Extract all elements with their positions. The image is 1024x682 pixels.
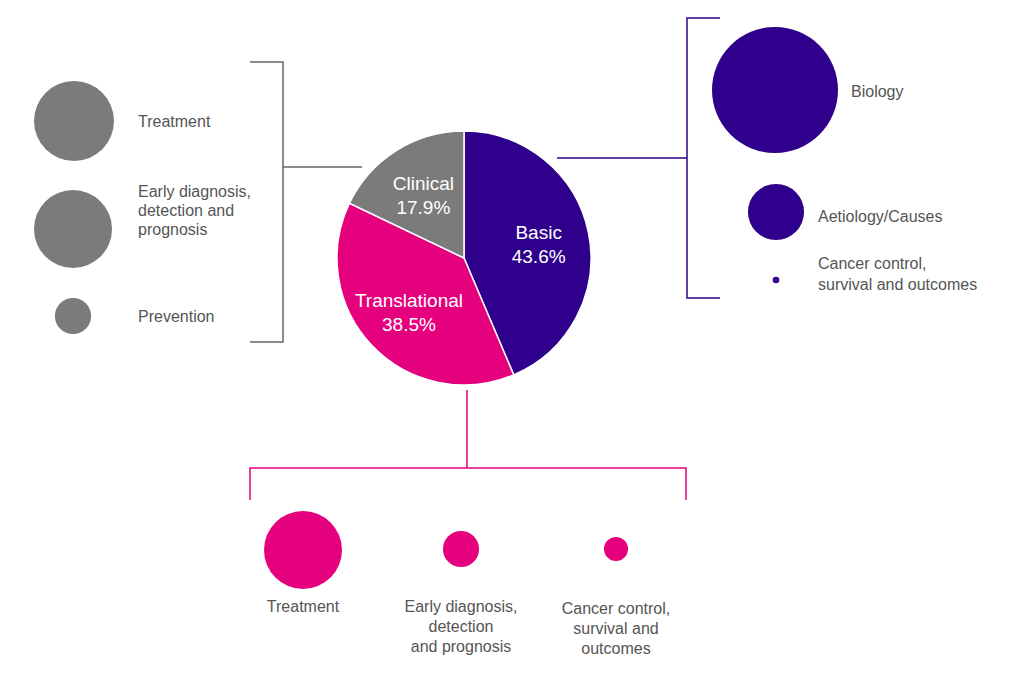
subcategory-label: prognosis xyxy=(138,221,207,238)
subcategory-label: Prevention xyxy=(138,308,215,325)
breakdown-group: Treatment Early diagnosis, detection and pr… xyxy=(250,390,686,657)
pie-slice xyxy=(349,131,464,258)
slice-value: 17.9% xyxy=(396,197,450,218)
slice-label: Basic xyxy=(515,222,561,243)
bracket xyxy=(250,390,686,500)
slice-label: Clinical xyxy=(393,173,454,194)
subcategory-label: Early diagnosis, xyxy=(405,598,518,615)
subcategory-label: survival and xyxy=(573,620,658,637)
subcategory-label: Aetiology/Causes xyxy=(818,208,943,225)
size-circle xyxy=(34,190,112,268)
subcategory-label: Biology xyxy=(851,83,903,100)
size-circle xyxy=(712,27,838,153)
subcategory-label: Cancer control, xyxy=(562,600,671,617)
subcategory-label: detection and xyxy=(138,202,234,219)
slice-value: 43.6% xyxy=(512,246,566,267)
subcategory-label: outcomes xyxy=(581,640,650,657)
subcategory-label: detection xyxy=(429,618,494,635)
breakdown-group: Biology Aetiology/Causes Cancer control, su… xyxy=(557,18,977,298)
pie: Basic 43.6% Translational 38.5% Clinical 17.9… xyxy=(337,131,591,385)
size-circle xyxy=(264,511,342,589)
subcategory-label: Treatment xyxy=(138,113,211,130)
subcategory-label: Early diagnosis, xyxy=(138,183,251,200)
size-circle xyxy=(604,537,628,561)
subcategory-label: Treatment xyxy=(267,598,340,615)
size-circle xyxy=(773,277,780,284)
slice-label: Translational xyxy=(355,290,463,311)
subcategory-label: and prognosis xyxy=(411,638,512,655)
subcategory-label: Cancer control, xyxy=(818,255,927,272)
chart: Basic 43.6% Translational 38.5% Clinical 17.9… xyxy=(0,0,1024,682)
slice-value: 38.5% xyxy=(382,314,436,335)
size-circle xyxy=(443,531,479,567)
size-circle xyxy=(748,184,804,240)
size-circle xyxy=(34,81,114,161)
breakdown-group: Treatment Early diagnosis, detection and pr… xyxy=(34,62,362,342)
size-circle xyxy=(55,298,91,334)
subcategory-label: survival and outcomes xyxy=(818,276,977,293)
bracket xyxy=(250,62,362,342)
bracket xyxy=(557,18,720,298)
